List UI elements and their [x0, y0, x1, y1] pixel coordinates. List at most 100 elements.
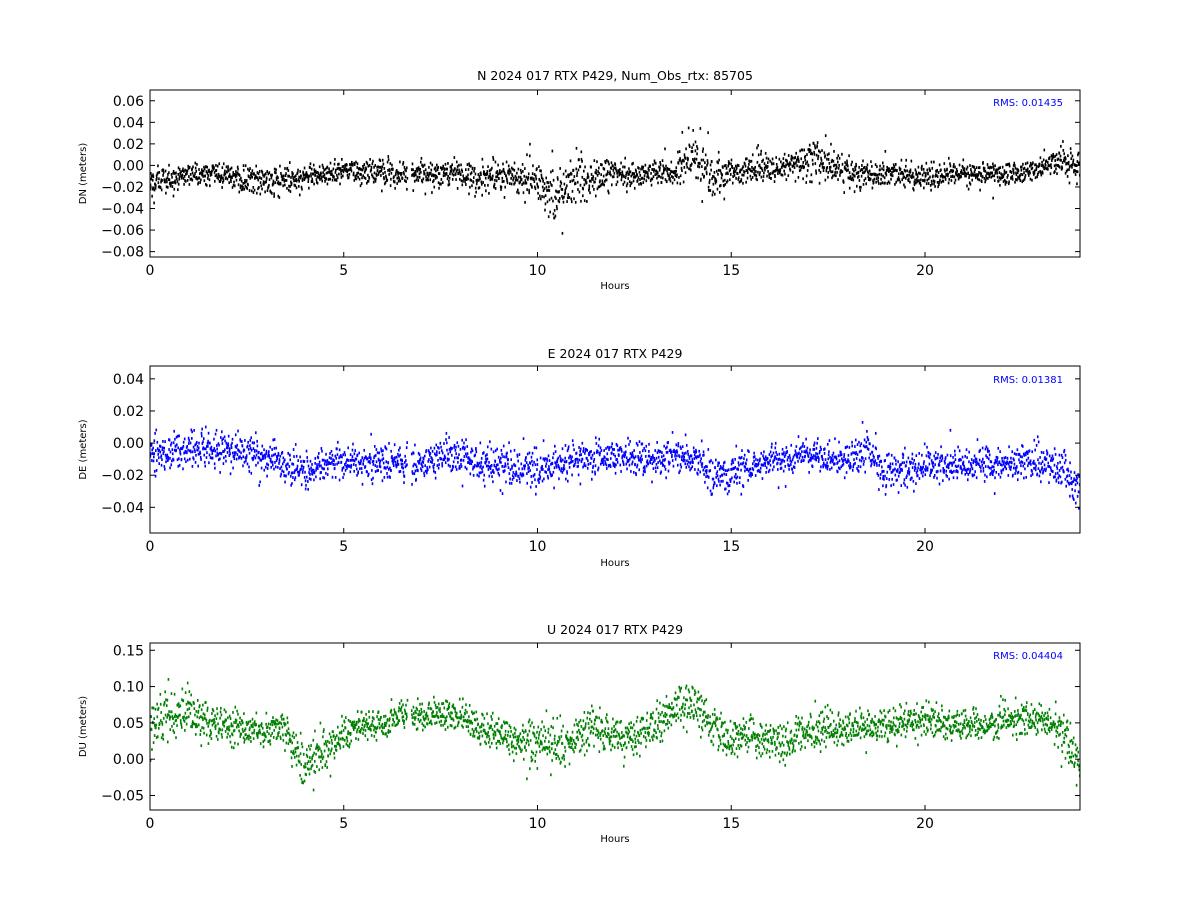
panel-north-point — [681, 130, 684, 134]
panel-east-point — [933, 454, 936, 458]
panel-north-point — [236, 171, 239, 175]
panel-north-point — [824, 178, 827, 182]
panel-east-point — [818, 457, 820, 461]
panel-north-point — [734, 169, 737, 173]
panel-east-point — [806, 450, 808, 454]
panel-north-point — [389, 162, 392, 165]
panel-north-point — [268, 171, 271, 175]
panel-east-point — [945, 465, 948, 469]
panel-north-point — [487, 183, 489, 187]
panel-east-point — [946, 475, 948, 478]
panel-north-point — [853, 173, 855, 177]
panel-east-point — [475, 464, 478, 468]
panel-east-point — [579, 449, 581, 453]
panel-east-point — [779, 467, 782, 470]
panel-east-point — [570, 460, 573, 464]
panel-north-point — [950, 169, 952, 172]
panel-north-point — [645, 171, 647, 175]
panel-north-point — [566, 200, 568, 203]
panel-east-point — [618, 454, 620, 457]
panel-east-point — [740, 492, 743, 496]
panel-east-point — [974, 457, 977, 461]
panel-east-point — [758, 470, 761, 473]
panel-north-point — [548, 185, 550, 189]
panel-east-point — [962, 463, 965, 467]
panel-north-point — [869, 177, 872, 181]
panel-east-point — [205, 456, 208, 459]
panel-north-point — [858, 179, 861, 182]
panel-north-point — [374, 164, 377, 167]
panel-east-point — [319, 477, 321, 481]
panel-east-point — [494, 449, 497, 453]
panel-east-point — [872, 460, 875, 464]
panel-north-point — [565, 186, 567, 190]
panel-north-point — [888, 167, 891, 171]
panel-north-point — [993, 174, 996, 178]
panel-north-point — [492, 155, 494, 159]
panel-east-point — [651, 454, 654, 457]
panel-north-point — [1011, 177, 1014, 181]
panel-east-point — [508, 472, 511, 475]
panel-east-point — [719, 483, 721, 487]
panel-north-point — [491, 177, 494, 181]
panel-north-point — [729, 167, 732, 171]
panel-north-point — [948, 170, 951, 174]
panel-east-point — [782, 452, 785, 456]
panel-east-point — [911, 457, 913, 461]
panel-north-point — [468, 164, 471, 168]
panel-north-point — [855, 172, 858, 175]
panel-east-point — [197, 446, 200, 450]
panel-east-point — [808, 471, 810, 474]
panel-east-point — [264, 453, 266, 457]
panel-north-point — [1012, 169, 1015, 173]
panel-north-point — [274, 181, 277, 184]
panel-north-point — [478, 178, 480, 182]
panel-east-point — [792, 455, 795, 459]
panel-north-point — [1054, 159, 1056, 162]
panel-north-point — [350, 160, 353, 164]
panel-east-point — [197, 464, 199, 468]
panel-north-point — [539, 194, 541, 198]
panel-north-point — [422, 165, 424, 168]
panel-east-point — [679, 445, 682, 449]
panel-east-point — [750, 474, 752, 478]
panel-east-point — [810, 457, 812, 461]
panel-east-point — [879, 476, 882, 480]
panel-north-point — [1038, 162, 1041, 166]
panel-north-point — [455, 160, 458, 164]
panel-north-point — [203, 165, 205, 169]
panel-north-point — [697, 176, 699, 180]
panel-north-point — [206, 165, 209, 169]
panel-east-point — [684, 462, 686, 466]
panel-north-point — [193, 175, 196, 179]
panel-north-point — [867, 171, 870, 175]
panel-east-point — [576, 457, 578, 461]
panel-east-point — [810, 459, 812, 462]
panel-east-point — [434, 476, 437, 480]
panel-north-point — [1001, 173, 1003, 177]
panel-east-point — [366, 470, 368, 474]
panel-north-point — [702, 158, 705, 162]
panel-east-point — [991, 465, 994, 469]
panel-east-point — [172, 458, 175, 462]
panel-north-point — [270, 191, 272, 194]
panel-east-point — [984, 465, 987, 468]
panel-north-point — [610, 161, 613, 165]
panel-east-point — [510, 458, 512, 462]
panel-north-point — [612, 168, 615, 172]
panel-east-point — [599, 446, 602, 450]
panel-north-point — [1049, 172, 1052, 176]
panel-north-point — [695, 176, 697, 180]
panel-north-point — [433, 185, 436, 189]
panel-north-point — [618, 171, 621, 175]
panel-east-point — [725, 473, 728, 476]
panel-north-point — [621, 173, 624, 177]
panel-north-point — [873, 177, 876, 181]
panel-east-point — [888, 452, 890, 456]
panel-north-point — [744, 162, 746, 166]
panel-east-point — [279, 467, 281, 470]
panel-north-point — [567, 175, 570, 179]
panel-north-point — [299, 176, 302, 180]
panel-east-point — [975, 463, 977, 467]
panel-north-point — [713, 192, 716, 196]
